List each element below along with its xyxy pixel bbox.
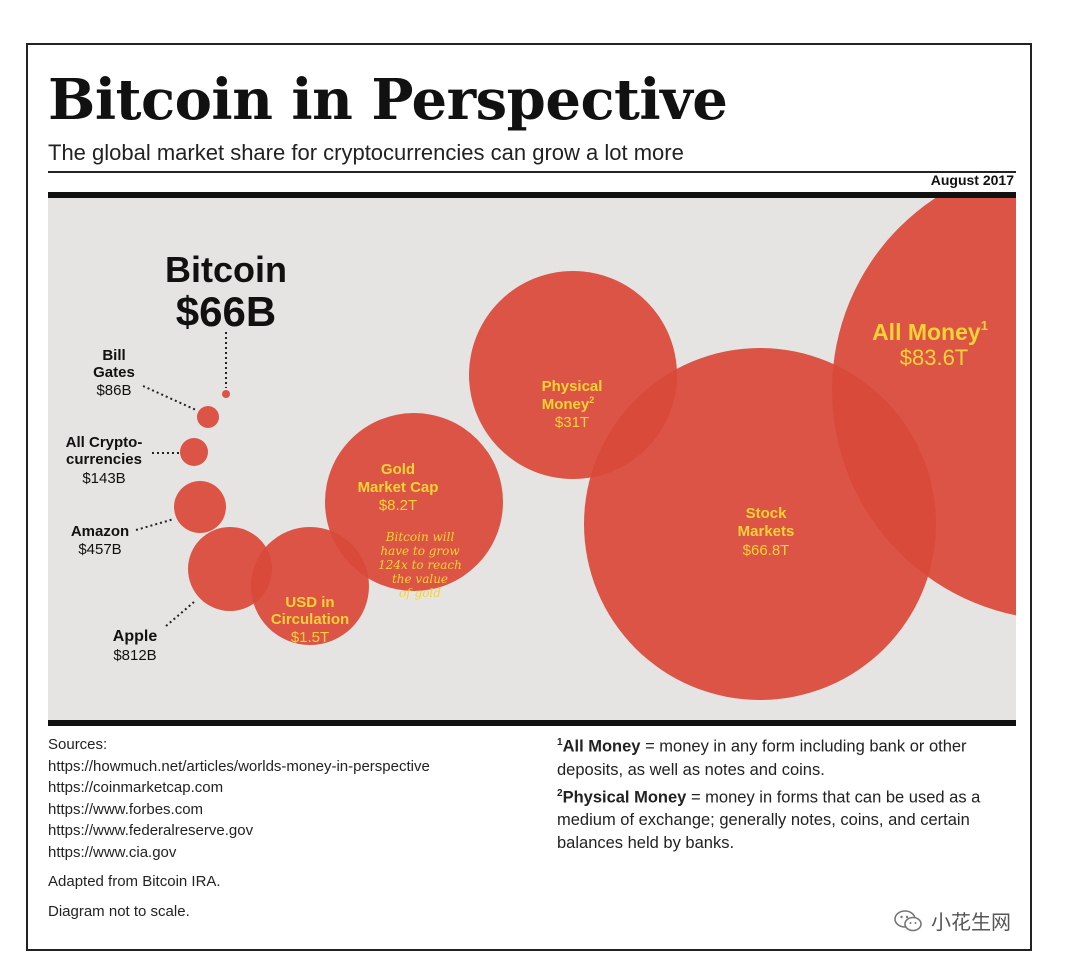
source-link-4[interactable]: https://www.federalreserve.gov	[48, 822, 254, 839]
panel-bottom-border	[48, 720, 1016, 726]
footnote-2-num: 2	[557, 787, 563, 799]
usd-bubble	[251, 527, 369, 645]
watermark-text: 小花生网	[931, 912, 1011, 934]
bitcoin-name: Bitcoin	[165, 249, 287, 290]
gold-note-line2: have to grow	[380, 544, 460, 558]
watermark: 小花生网	[893, 906, 1011, 935]
footnote-2-term: Physical Money	[562, 788, 687, 806]
all-money-name: All Money1	[872, 318, 988, 345]
gold-note-line3: 124x to reach	[378, 558, 462, 572]
physical-money-name-line2-text: Money	[542, 396, 590, 413]
all-money-value: $83.6T	[900, 345, 969, 370]
gold-note-line1: Bitcoin will	[385, 530, 455, 544]
gold-note-line5: of gold	[399, 586, 441, 600]
stock-markets-name-line1: Stock	[746, 505, 788, 522]
usd-name-line2: Circulation	[271, 611, 349, 628]
gold-bubble	[325, 413, 503, 591]
gold-note-line4: the value	[392, 572, 448, 586]
bitcoin-bubble	[222, 390, 230, 398]
stock-markets-value: $66.8T	[743, 542, 790, 559]
physical-money-name-line2: Money2	[542, 395, 595, 413]
all-crypto-name-line1: All Crypto-	[66, 434, 143, 451]
gold-name-line2: Market Cap	[358, 479, 439, 496]
source-link-2[interactable]: https://coinmarketcap.com	[48, 779, 224, 796]
bill-gates-name-line2: Gates	[93, 364, 135, 381]
date-label: August 2017	[930, 172, 1014, 188]
bill-gates-value: $86B	[96, 382, 131, 399]
all-crypto-value: $143B	[82, 470, 125, 487]
footnote-1-num: 1	[557, 737, 563, 748]
amazon-name: Amazon	[71, 523, 129, 540]
bill-gates-leader	[142, 385, 197, 411]
bitcoin-value: $66B	[176, 288, 276, 335]
stock-markets-name-line2: Markets	[738, 523, 795, 540]
bubble-svg: Bitcoin $66B Bill Gates $86B All Crypto-…	[66, 198, 1016, 700]
all-crypto-name-line2: currencies	[66, 451, 142, 468]
adapted-note: Adapted from Bitcoin IRA.	[48, 873, 221, 890]
amazon-value: $457B	[78, 541, 121, 558]
page-subtitle: The global market share for cryptocurren…	[48, 140, 684, 165]
stock-markets-bubble	[584, 348, 936, 700]
physical-money-sup: 2	[589, 395, 594, 405]
sources-section: Sources: https://howmuch.net/articles/wo…	[48, 734, 430, 922]
sources-heading: Sources:	[48, 736, 108, 753]
amazon-bubble	[174, 481, 226, 533]
footnotes: 1All Money = money in any form including…	[557, 731, 997, 855]
footnote-2: 2Physical Money = money in forms that ca…	[557, 782, 997, 856]
wechat-icon	[894, 909, 922, 931]
apple-value: $812B	[113, 647, 156, 664]
bill-gates-bubble	[197, 406, 219, 428]
footnote-1: 1All Money = money in any form including…	[557, 731, 997, 782]
apple-name: Apple	[113, 628, 158, 645]
scale-disclaimer: Diagram not to scale.	[48, 902, 190, 920]
usd-name-line1: USD in	[285, 594, 334, 611]
footnote-1-term: All Money	[562, 737, 641, 756]
gold-value: $8.2T	[379, 497, 417, 514]
footnote-1-text: = money in any form including bank or ot…	[557, 737, 967, 779]
gold-name-line1: Gold	[381, 461, 415, 478]
amazon-leader	[135, 518, 175, 531]
source-link-3[interactable]: https://www.forbes.com	[48, 800, 204, 818]
physical-money-name-line1: Physical	[542, 378, 603, 395]
all-money-name-text: All Money	[872, 319, 981, 345]
panel-top-border	[48, 192, 1016, 198]
infographic-frame	[26, 43, 1032, 951]
bubble-diagram: Bitcoin $66B Bill Gates $86B All Crypto-…	[48, 198, 1016, 720]
physical-money-bubble	[469, 271, 677, 479]
source-link-1[interactable]: https://howmuch.net/articles/worlds-mone…	[48, 757, 430, 775]
all-money-sup: 1	[981, 318, 988, 333]
usd-value: $1.5T	[291, 629, 329, 646]
header-divider	[48, 171, 1016, 173]
bill-gates-name-line1: Bill	[102, 347, 125, 364]
footnote-2-text: = money in forms that can be used as a m…	[557, 788, 981, 852]
source-link-5[interactable]: https://www.cia.gov	[48, 843, 177, 861]
apple-leader	[165, 601, 195, 627]
physical-money-value: $31T	[555, 414, 589, 431]
all-crypto-bubble	[180, 438, 208, 466]
page-title: Bitcoin in Perspective	[48, 67, 728, 133]
apple-bubble	[188, 527, 272, 611]
